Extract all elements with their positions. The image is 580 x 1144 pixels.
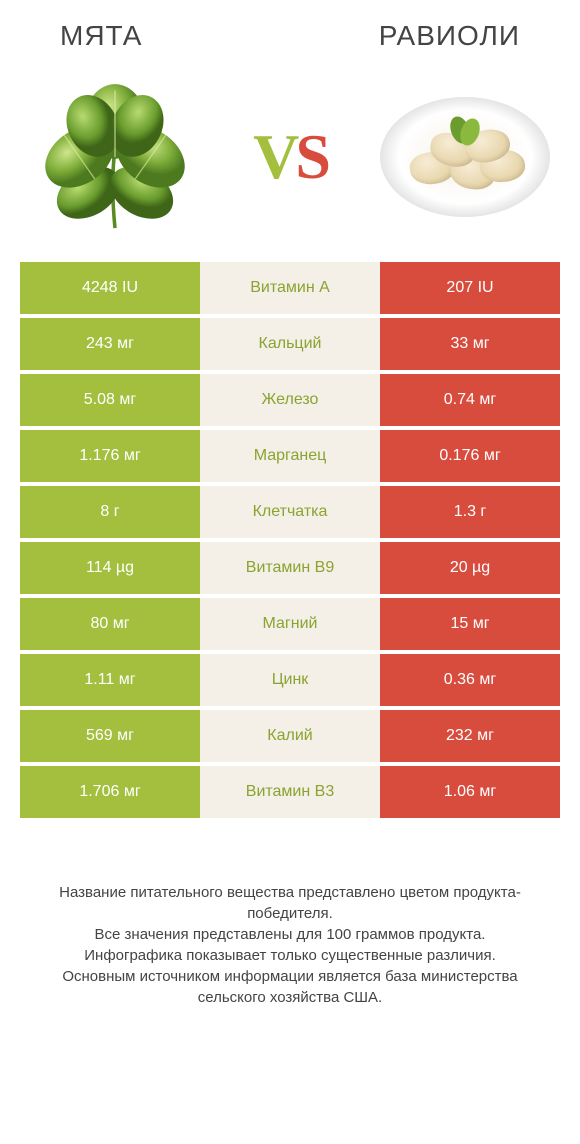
right-value: 15 мг <box>380 598 560 650</box>
footer-line: Основным источником информации является … <box>30 966 550 1008</box>
footer-line: Название питательного вещества представл… <box>30 882 550 924</box>
table-row: 114 µgВитамин B920 µg <box>20 542 560 594</box>
plate-icon <box>380 97 550 217</box>
right-title: РАВИОЛИ <box>379 20 520 52</box>
left-value: 243 мг <box>20 318 200 370</box>
left-value: 1.706 мг <box>20 766 200 818</box>
left-value: 8 г <box>20 486 200 538</box>
nutrient-label: Цинк <box>200 654 380 706</box>
table-row: 4248 IUВитамин A207 IU <box>20 262 560 314</box>
nutrient-label: Марганец <box>200 430 380 482</box>
footer-text: Название питательного вещества представл… <box>20 822 560 1008</box>
nutrient-label: Клетчатка <box>200 486 380 538</box>
nutrient-label: Кальций <box>200 318 380 370</box>
right-value: 0.36 мг <box>380 654 560 706</box>
header: МЯТА РАВИОЛИ <box>20 20 560 62</box>
mint-image <box>20 72 210 242</box>
nutrient-label: Витамин A <box>200 262 380 314</box>
garnish-icon <box>450 112 480 152</box>
ravioli-image <box>370 72 560 242</box>
comparison-table: 4248 IUВитамин A207 IU243 мгКальций33 мг… <box>20 262 560 818</box>
right-value: 33 мг <box>380 318 560 370</box>
footer-line: Инфографика показывает только существенн… <box>30 945 550 966</box>
table-row: 569 мгКалий232 мг <box>20 710 560 762</box>
right-value: 0.74 мг <box>380 374 560 426</box>
mint-icon <box>25 77 205 237</box>
nutrient-label: Витамин B9 <box>200 542 380 594</box>
right-value: 20 µg <box>380 542 560 594</box>
vs-label: VS <box>253 120 327 194</box>
right-value: 207 IU <box>380 262 560 314</box>
table-row: 8 гКлетчатка1.3 г <box>20 486 560 538</box>
left-value: 1.176 мг <box>20 430 200 482</box>
table-row: 80 мгМагний15 мг <box>20 598 560 650</box>
right-value: 1.06 мг <box>380 766 560 818</box>
right-value: 0.176 мг <box>380 430 560 482</box>
vs-s: S <box>295 121 327 192</box>
left-value: 4248 IU <box>20 262 200 314</box>
footer-line: Все значения представлены для 100 граммо… <box>30 924 550 945</box>
left-value: 114 µg <box>20 542 200 594</box>
image-row: VS <box>20 62 560 262</box>
right-value: 232 мг <box>380 710 560 762</box>
table-row: 243 мгКальций33 мг <box>20 318 560 370</box>
nutrient-label: Калий <box>200 710 380 762</box>
table-row: 1.11 мгЦинк0.36 мг <box>20 654 560 706</box>
vs-v: V <box>253 121 295 192</box>
left-value: 569 мг <box>20 710 200 762</box>
nutrient-label: Железо <box>200 374 380 426</box>
table-row: 1.176 мгМарганец0.176 мг <box>20 430 560 482</box>
left-value: 1.11 мг <box>20 654 200 706</box>
nutrient-label: Магний <box>200 598 380 650</box>
left-title: МЯТА <box>60 20 142 52</box>
left-value: 5.08 мг <box>20 374 200 426</box>
left-value: 80 мг <box>20 598 200 650</box>
right-value: 1.3 г <box>380 486 560 538</box>
table-row: 1.706 мгВитамин B31.06 мг <box>20 766 560 818</box>
table-row: 5.08 мгЖелезо0.74 мг <box>20 374 560 426</box>
nutrient-label: Витамин B3 <box>200 766 380 818</box>
